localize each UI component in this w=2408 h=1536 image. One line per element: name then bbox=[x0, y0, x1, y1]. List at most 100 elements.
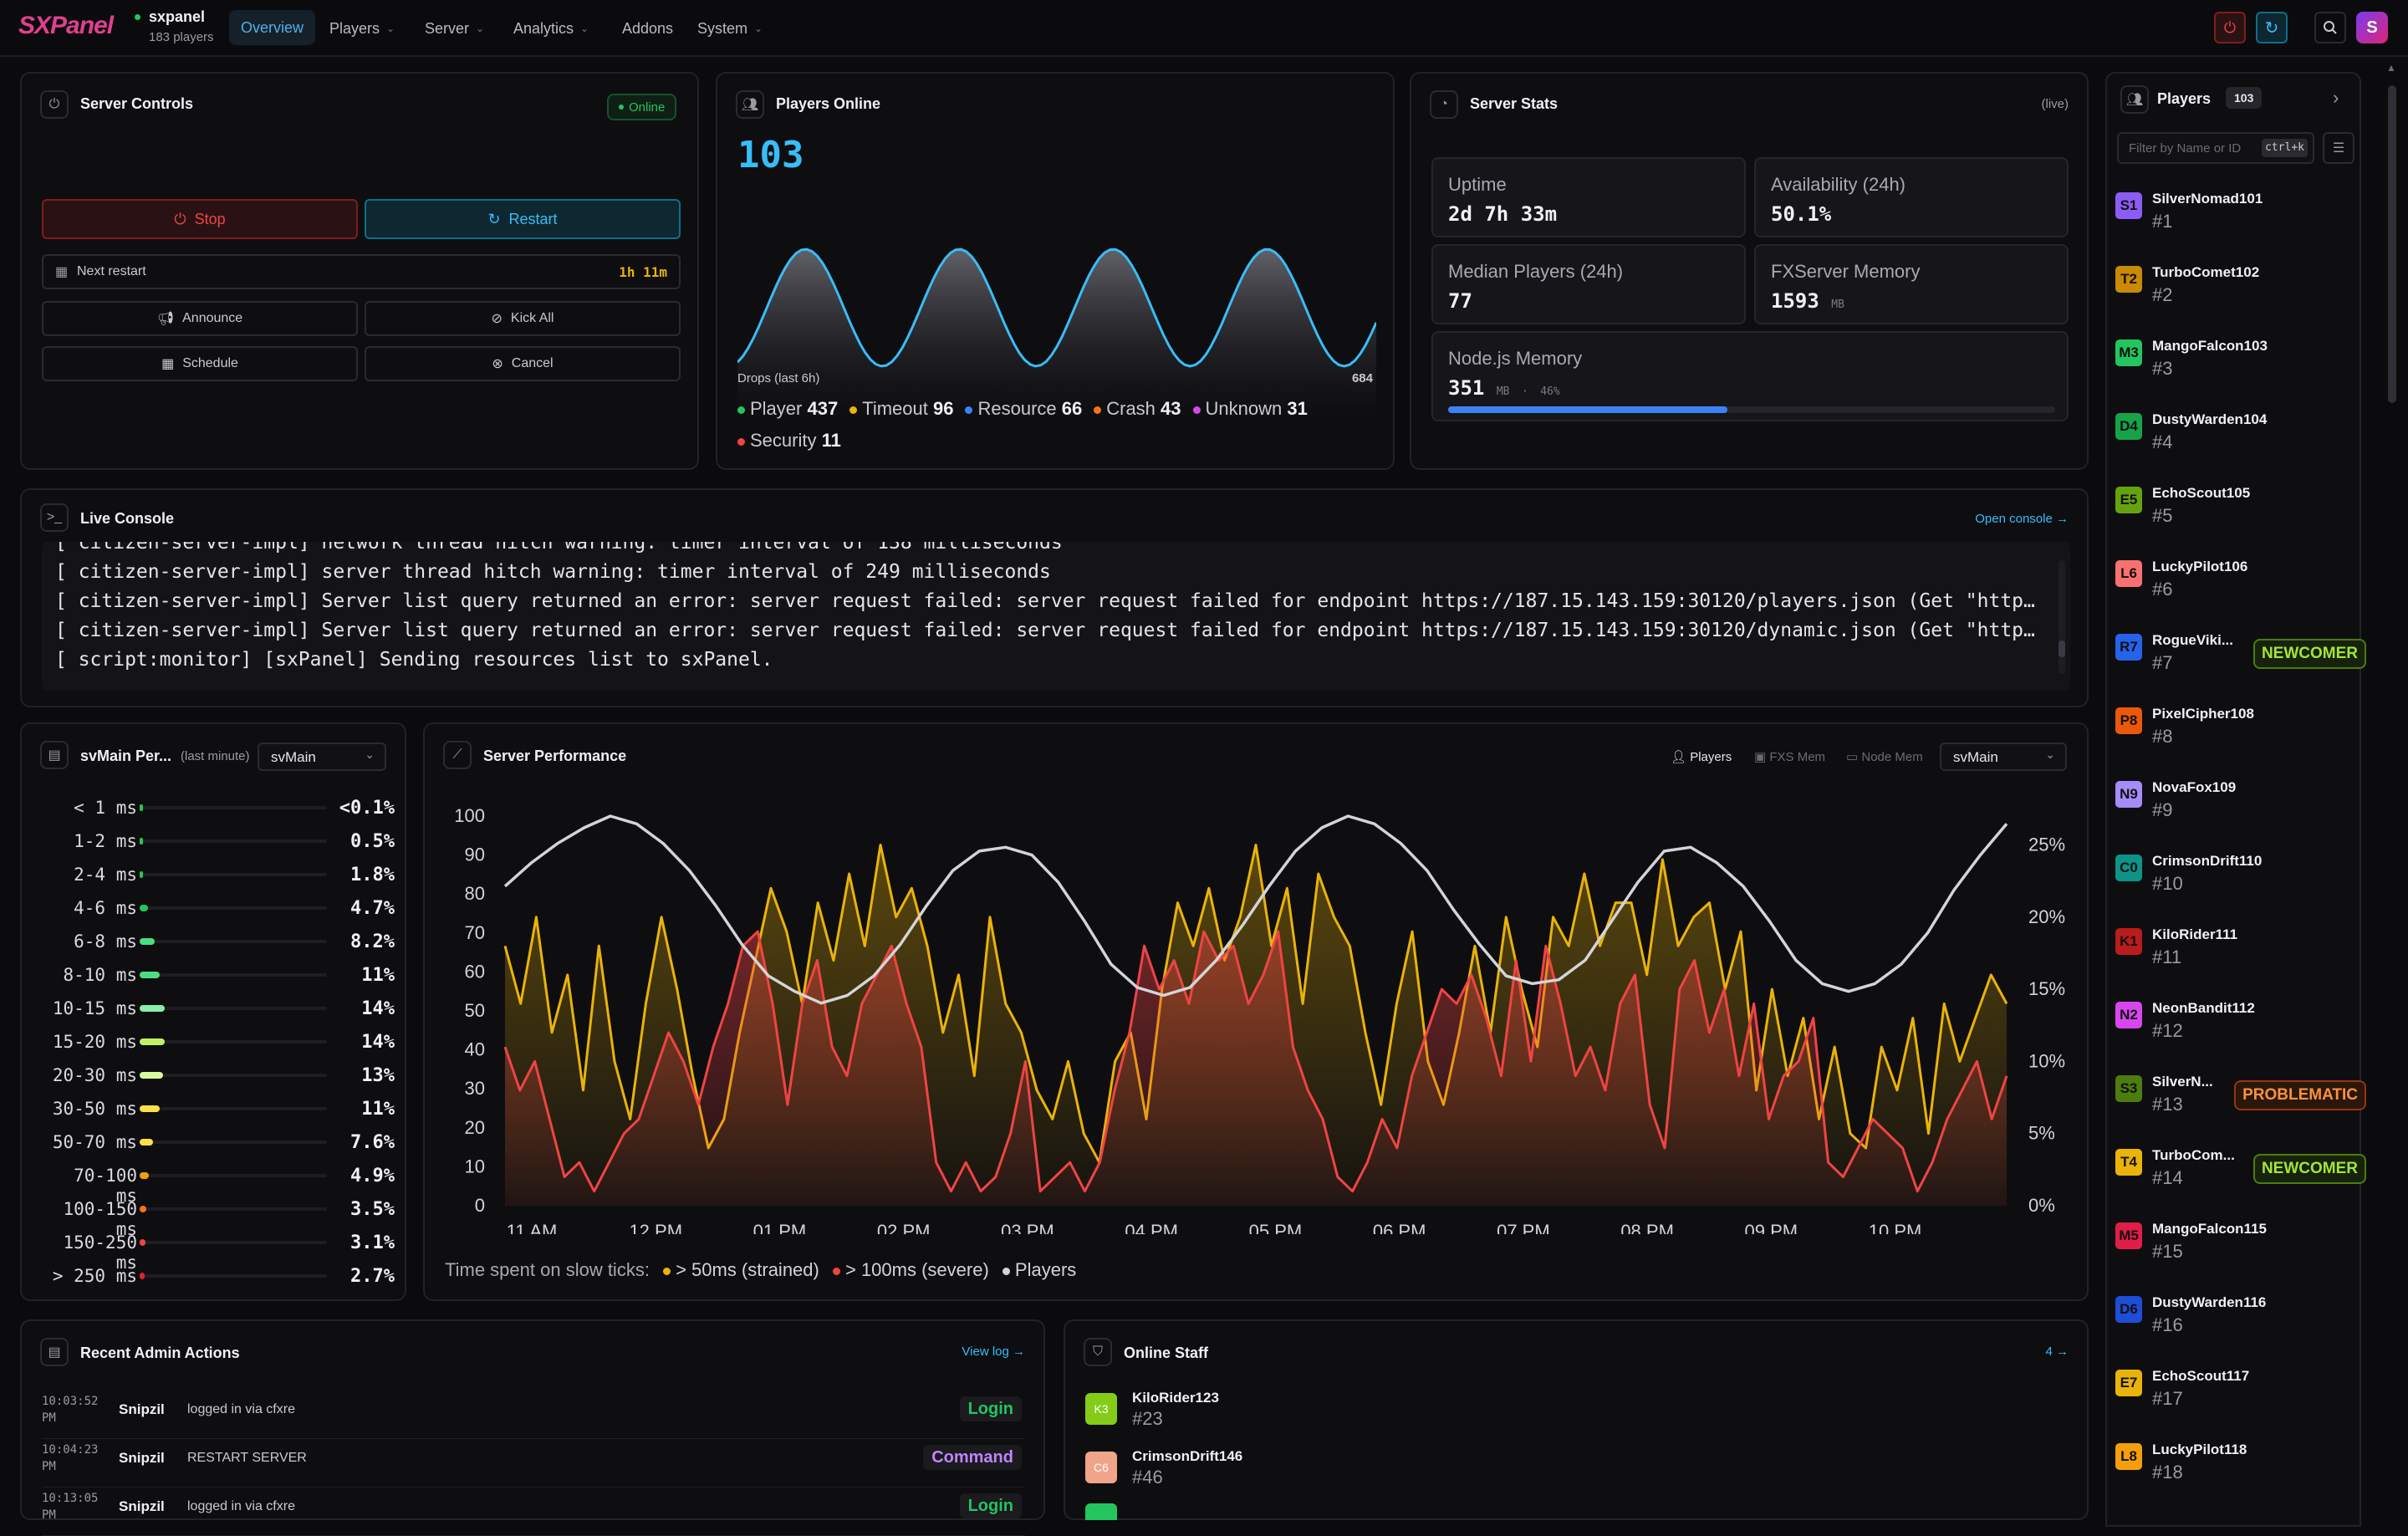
player-list-item[interactable]: E7 EchoScout117 #17 bbox=[2115, 1360, 2366, 1433]
console-scrollbar-thumb[interactable] bbox=[2059, 640, 2065, 657]
open-console-link[interactable]: Open console → bbox=[1975, 512, 2069, 526]
scroll-up-arrow[interactable]: ▲ bbox=[2386, 62, 2396, 74]
action-tag: Command bbox=[923, 1445, 1022, 1470]
player-avatar: L6 bbox=[2115, 560, 2142, 587]
fxs-memory-value: 1593 bbox=[1771, 289, 1819, 313]
players-sidebar-expand[interactable]: › bbox=[2333, 87, 2339, 108]
player-list-item[interactable]: M5 MangoFalcon115 #15 bbox=[2115, 1212, 2366, 1286]
announce-label: Announce bbox=[182, 311, 243, 325]
histogram-row: 1-2 ms 0.5% bbox=[43, 824, 395, 858]
staff-count-link[interactable]: 4 → bbox=[2045, 1345, 2069, 1359]
action-user[interactable]: Snipzil bbox=[119, 1450, 165, 1466]
histogram-thread-select[interactable]: svMain ⌄ bbox=[258, 742, 386, 771]
histogram-value: 14% bbox=[361, 998, 395, 1019]
action-time: 10:03:52 bbox=[42, 1395, 99, 1408]
player-list-item[interactable]: P8 PixelCipher108 #8 bbox=[2115, 697, 2366, 771]
toggle-players-label: Players bbox=[1690, 750, 1732, 764]
action-user[interactable]: Snipzil bbox=[119, 1498, 165, 1514]
median-players-label: Median Players (24h) bbox=[1448, 261, 1624, 282]
staff-row[interactable]: K3 KiloRider123 #23 bbox=[1085, 1390, 1587, 1440]
restart-button[interactable]: ↻ Restart bbox=[365, 199, 681, 239]
user-icon: 👤︎ bbox=[1671, 750, 1687, 764]
kick-all-button[interactable]: ⊘ Kick All bbox=[365, 301, 681, 336]
player-id: #7 bbox=[2152, 652, 2173, 673]
drop-legend-value: 31 bbox=[1287, 398, 1308, 419]
stop-server-icon-button[interactable]: ⏻ bbox=[2214, 12, 2246, 43]
player-name: DustyWarden104 bbox=[2152, 411, 2268, 427]
player-list-item[interactable]: C0 CrimsonDrift110 #10 bbox=[2115, 845, 2366, 918]
player-list-item[interactable]: T2 TurboComet102 #2 bbox=[2115, 256, 2366, 329]
nav-server[interactable]: Server ⌄ bbox=[413, 13, 496, 43]
action-row[interactable]: 10:13:05 PM Snipzil logged in via cfxre Logi… bbox=[42, 1487, 1025, 1536]
y-right-tick: 10% bbox=[2028, 1050, 2065, 1071]
cancel-button[interactable]: ⊗ Cancel bbox=[365, 346, 681, 381]
player-list-item[interactable]: L6 LuckyPilot106 #6 bbox=[2115, 550, 2366, 624]
player-avatar: P8 bbox=[2115, 707, 2142, 734]
action-row[interactable]: 10:03:52 PM Snipzil logged in via cfxre Logi… bbox=[42, 1390, 1025, 1439]
histogram-track bbox=[140, 838, 327, 845]
player-name: SilverNomad101 bbox=[2152, 191, 2263, 207]
nav-players[interactable]: Players ⌄ bbox=[318, 13, 406, 43]
nav-addons[interactable]: Addons bbox=[622, 19, 674, 37]
player-list-item[interactable]: S3 SilverN... #13 PROBLEMATIC bbox=[2115, 1065, 2366, 1139]
player-name: CrimsonDrift110 bbox=[2152, 853, 2263, 869]
drop-legend-item: Security 11 bbox=[737, 430, 841, 451]
player-filter-input[interactable]: Filter by Name or ID ctrl+k bbox=[2117, 132, 2314, 164]
toggle-fxs-mem[interactable]: ▣ FXS Mem bbox=[1754, 749, 1825, 764]
filter-settings-button[interactable]: ☰ bbox=[2323, 132, 2354, 164]
histogram-bucket-label: 20-30 ms bbox=[52, 1065, 137, 1085]
brand-logo[interactable]: SXPanel bbox=[18, 12, 114, 39]
staff-row[interactable]: C6 CrimsonDrift146 #46 bbox=[1085, 1448, 1587, 1498]
availability-label: Availability (24h) bbox=[1771, 174, 1906, 195]
nav-analytics[interactable]: Analytics ⌄ bbox=[502, 13, 600, 43]
page-scrollbar-thumb[interactable] bbox=[2388, 85, 2396, 403]
histogram-bucket-label: 10-15 ms bbox=[52, 998, 137, 1018]
player-list-item[interactable]: T4 TurboCom... #14 NEWCOMER bbox=[2115, 1139, 2366, 1212]
status-text: Online bbox=[629, 100, 666, 115]
user-x-icon: ⊘ bbox=[491, 312, 503, 326]
restart-server-icon-button[interactable]: ↻ bbox=[2256, 12, 2288, 43]
severe-line bbox=[503, 930, 2008, 1193]
player-list-item[interactable]: S1 SilverNomad101 #1 bbox=[2115, 182, 2366, 256]
player-list-item[interactable]: N2 NeonBandit112 #12 bbox=[2115, 992, 2366, 1065]
nav-system[interactable]: System ⌄ bbox=[686, 13, 774, 43]
player-list-item[interactable]: D4 DustyWarden104 #4 bbox=[2115, 403, 2366, 477]
player-list-item[interactable]: E5 EchoScout105 #5 bbox=[2115, 477, 2366, 550]
player-list-item[interactable]: N9 NovaFox109 #9 bbox=[2115, 771, 2366, 845]
console-output[interactable]: [ citizen-server-impl] network thread hi… bbox=[42, 542, 2070, 691]
console-scrollbar[interactable] bbox=[2059, 560, 2065, 674]
action-row[interactable]: 10:04:23 PM Snipzil RESTART SERVER Command bbox=[42, 1438, 1025, 1488]
player-name: NeonBandit112 bbox=[2152, 1000, 2255, 1016]
toggle-players[interactable]: 👤︎ Players bbox=[1671, 749, 1732, 764]
stop-button[interactable]: ⏻ Stop bbox=[42, 199, 358, 239]
player-list-item[interactable]: D6 DustyWarden116 #16 bbox=[2115, 1286, 2366, 1360]
player-list-item[interactable]: M3 MangoFalcon103 #3 bbox=[2115, 329, 2366, 403]
performance-thread-select[interactable]: svMain ⌄ bbox=[1940, 742, 2067, 771]
action-text: logged in via cfxre bbox=[187, 1402, 295, 1416]
staff-avatar-partial bbox=[1085, 1503, 1117, 1520]
y-left-tick: 60 bbox=[465, 961, 485, 982]
cancel-label: Cancel bbox=[511, 356, 554, 370]
announce-button[interactable]: 📢︎ Announce bbox=[42, 301, 358, 336]
toggle-node-mem[interactable]: ▭ Node Mem bbox=[1846, 749, 1923, 764]
action-user[interactable]: Snipzil bbox=[119, 1401, 165, 1417]
server-name: sxpanel bbox=[149, 8, 206, 25]
y-left-tick: 10 bbox=[465, 1156, 485, 1176]
player-list-item[interactable]: K1 KiloRider111 #11 bbox=[2115, 918, 2366, 992]
node-memory-label: Node.js Memory bbox=[1448, 348, 1583, 369]
player-avatar: D6 bbox=[2115, 1296, 2142, 1323]
search-button[interactable] bbox=[2314, 12, 2346, 43]
histogram-row: < 1 ms <0.1% bbox=[43, 791, 395, 824]
player-list-item[interactable]: L8 LuckyPilot118 #18 bbox=[2115, 1433, 2366, 1507]
player-list-item[interactable]: R7 RogueViki... #7 NEWCOMER bbox=[2115, 624, 2366, 697]
page-scrollbar[interactable]: ▲ bbox=[2385, 60, 2400, 1505]
user-avatar[interactable]: S bbox=[2356, 12, 2388, 43]
histogram-bucket-label: 50-70 ms bbox=[52, 1132, 137, 1152]
view-log-link[interactable]: View log → bbox=[962, 1345, 1025, 1359]
y-left-tick: 0 bbox=[475, 1195, 485, 1216]
nav-overview[interactable]: Overview bbox=[229, 10, 316, 45]
schedule-button[interactable]: ▦ Schedule bbox=[42, 346, 358, 381]
player-avatar: S3 bbox=[2115, 1075, 2142, 1102]
severe-area bbox=[505, 931, 2007, 1206]
node-memory-value: 351 bbox=[1448, 376, 1485, 400]
